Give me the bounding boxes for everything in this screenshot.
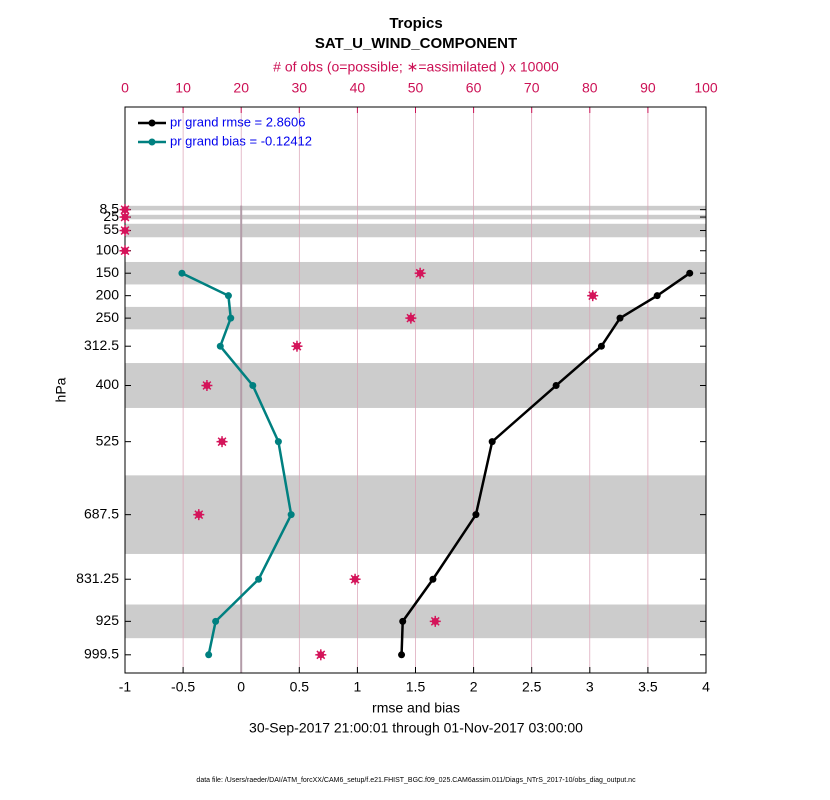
date-range: 30-Sep-2017 21:00:01 through 01-Nov-2017… <box>249 720 583 736</box>
x-tick-label: -1 <box>119 679 132 695</box>
obs-marker <box>349 573 361 585</box>
series-marker <box>205 651 213 659</box>
x-tick-label: 2.5 <box>522 679 542 695</box>
obs-marker <box>587 290 599 302</box>
series-marker <box>488 438 496 446</box>
obs-marker <box>201 380 213 392</box>
x-tick-label: 3.5 <box>638 679 658 695</box>
chart-subtitle: SAT_U_WIND_COMPONENT <box>315 35 517 52</box>
top-tick-label: 0 <box>121 80 129 96</box>
obs-star <box>430 616 440 626</box>
series-marker <box>616 314 624 322</box>
legend-marker <box>148 138 156 146</box>
top-axis-label: # of obs (o=possible; ∗=assimilated ) x … <box>273 59 559 75</box>
series-marker <box>216 342 224 350</box>
obs-star <box>120 205 130 215</box>
chart-title: Tropics <box>389 15 442 32</box>
series-marker <box>178 269 186 277</box>
x-tick-label: 4 <box>702 679 710 695</box>
x-tick-label: 3 <box>586 679 594 695</box>
series-marker <box>249 382 257 390</box>
series-marker <box>255 575 263 583</box>
legend-marker <box>148 119 156 127</box>
obs-marker <box>119 204 131 216</box>
x-axis-label: rmse and bias <box>372 700 460 716</box>
y-tick-label: 999.5 <box>84 646 119 662</box>
y-tick-label: 831.25 <box>76 570 119 586</box>
obs-marker <box>429 615 441 627</box>
series-marker <box>212 617 220 625</box>
series-marker <box>224 292 232 300</box>
obs-star <box>406 313 416 323</box>
y-tick-label: 250 <box>96 309 120 325</box>
top-tick-label: 40 <box>350 80 366 96</box>
obs-star <box>588 291 598 301</box>
y-tick-label: 200 <box>96 286 120 302</box>
x-tick-label: 1.5 <box>406 679 426 695</box>
obs-marker <box>405 312 417 324</box>
obs-star <box>194 510 204 520</box>
obs-star <box>120 212 130 222</box>
top-tick-label: 60 <box>466 80 482 96</box>
series-marker <box>552 382 560 390</box>
series-marker <box>227 314 235 322</box>
series-marker <box>429 575 437 583</box>
obs-star <box>415 268 425 278</box>
y-tick-label: 312.5 <box>84 337 119 353</box>
top-tick-label: 30 <box>292 80 308 96</box>
obs-star <box>202 381 212 390</box>
obs-marker <box>291 340 303 352</box>
y-tick-label: 687.5 <box>84 505 119 521</box>
top-tick-label: 100 <box>694 80 718 96</box>
series-line <box>181 272 293 656</box>
series-marker <box>399 617 407 625</box>
x-tick-label: 0 <box>237 679 245 695</box>
series-marker <box>274 438 282 446</box>
series-line <box>400 272 691 655</box>
x-tick-label: 2 <box>470 679 478 695</box>
obs-marker <box>119 225 131 237</box>
obs-marker <box>119 211 131 223</box>
top-tick-label: 20 <box>233 80 249 96</box>
x-tick-label: 1 <box>354 679 362 695</box>
legend-label: pr grand rmse = 2.8606 <box>170 114 306 129</box>
y-tick-label: 400 <box>96 376 120 392</box>
series-marker <box>287 511 295 519</box>
x-tick-label: -0.5 <box>171 679 195 695</box>
obs-marker <box>414 267 426 279</box>
y-tick-label: 925 <box>96 612 120 628</box>
legend-label: pr grand bias = -0.12412 <box>170 133 312 148</box>
top-tick-label: 70 <box>524 80 540 96</box>
y-tick-label: 25 <box>103 208 119 224</box>
series-marker <box>597 342 605 350</box>
obs-star <box>316 650 326 660</box>
obs-marker <box>216 436 228 448</box>
series-marker <box>472 511 480 519</box>
y-tick-label: 525 <box>96 432 120 448</box>
y-tick-label: 55 <box>103 221 119 237</box>
x-tick-label: 0.5 <box>290 679 310 695</box>
obs-star <box>292 341 302 351</box>
series-marker <box>398 651 406 659</box>
top-tick-label: 10 <box>175 80 191 96</box>
footnote: data file: /Users/raeder/DAI/ATM_forcXX/… <box>196 777 636 784</box>
plot-frame <box>124 106 707 674</box>
y-axis-label: hPa <box>53 377 69 402</box>
obs-star <box>350 574 360 584</box>
series-marker <box>653 292 661 300</box>
obs-marker <box>315 649 327 661</box>
obs-star <box>120 226 130 235</box>
series-marker <box>686 269 694 277</box>
obs-marker <box>193 509 205 521</box>
y-tick-label: 100 <box>96 241 120 257</box>
obs-star <box>120 246 130 256</box>
top-tick-label: 90 <box>640 80 656 96</box>
top-tick-label: 80 <box>582 80 598 96</box>
top-tick-label: 50 <box>408 80 424 96</box>
obs-star <box>217 437 227 447</box>
obs-marker <box>119 245 131 257</box>
y-tick-label: 150 <box>96 264 120 280</box>
y-tick-label: 8.5 <box>100 200 120 216</box>
